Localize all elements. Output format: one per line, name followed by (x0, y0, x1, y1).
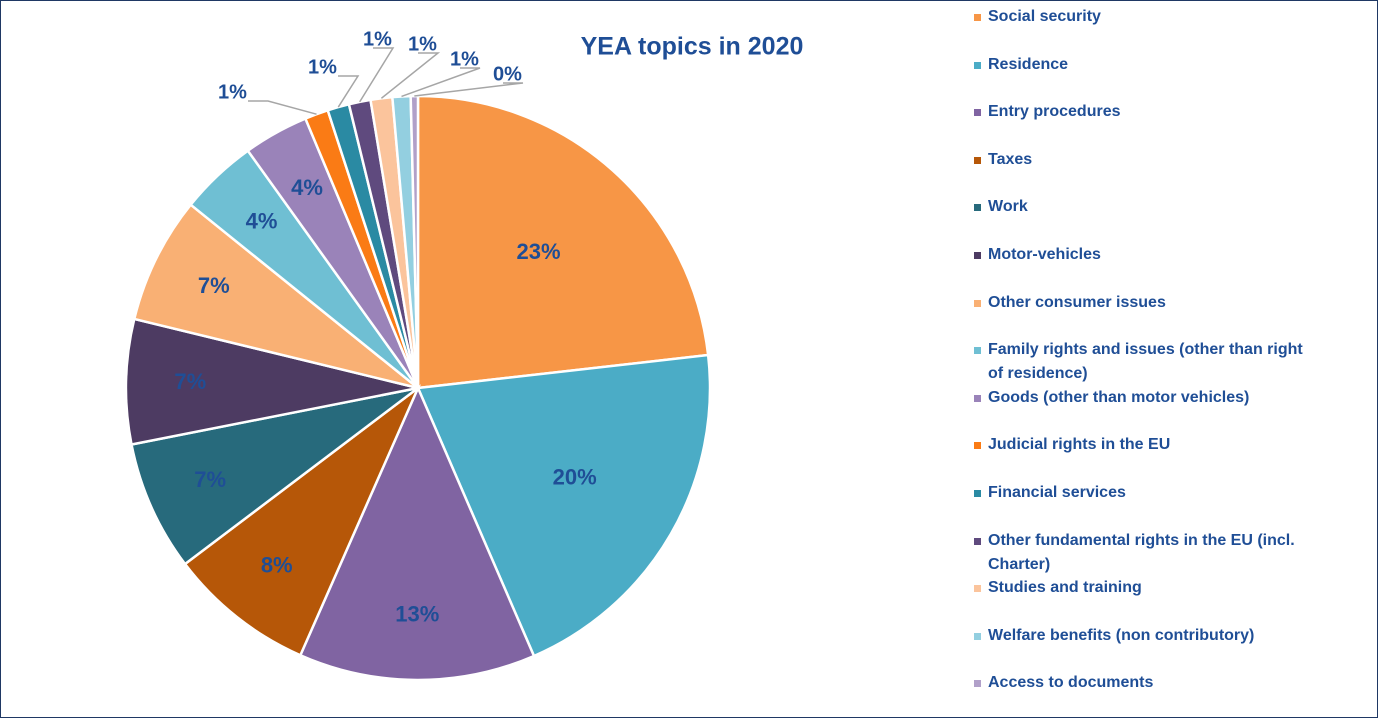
legend-item: Motor-vehicles (974, 243, 1319, 267)
legend-swatch (974, 204, 981, 212)
legend-item: Welfare benefits (non contributory) (974, 624, 1319, 648)
legend-label: Access to documents (988, 674, 1154, 692)
legend-swatch (974, 632, 981, 640)
pie-slice (183, 384, 422, 657)
data-label: 4% (291, 175, 323, 200)
legend-item: Family rights and issues (other than rig… (974, 338, 1319, 386)
legend-swatch (974, 252, 981, 259)
data-label: 7% (198, 273, 230, 298)
data-label: 7% (174, 369, 206, 394)
legend-label: Other fundamental rights in the EU (incl… (988, 531, 1295, 573)
legend-item: Goods (other than motor vehicles) (974, 386, 1319, 410)
data-label: 13% (395, 602, 439, 627)
legend-swatch (974, 61, 981, 69)
leader-line (414, 82, 524, 97)
legend-item: Social security (974, 5, 1319, 29)
data-label: 20% (553, 464, 597, 489)
legend-label: Motor-vehicles (988, 246, 1101, 263)
leader-line (337, 75, 360, 108)
legend-swatch (974, 109, 981, 117)
legend-item: Studies and training (974, 576, 1319, 600)
legend-swatch (974, 537, 981, 545)
legend-item: Other fundamental rights in the EU (incl… (974, 529, 1319, 577)
pie-slice (124, 317, 419, 446)
pie-slice (132, 202, 419, 390)
data-label: 23% (517, 239, 561, 264)
legend-label: Residence (988, 55, 1069, 73)
legend-item: Work (974, 195, 1319, 219)
legend-label: Financial services (988, 484, 1126, 501)
pie-slice (298, 384, 536, 682)
legend-item: Judicial rights in the EU (974, 433, 1319, 457)
legend-label: Judicial rights in the EU (988, 436, 1171, 454)
legend-item: Financial services (974, 481, 1319, 505)
legend-label: Taxes (988, 150, 1033, 168)
legend-swatch (974, 347, 981, 355)
legend-label: Other consumer issues (988, 293, 1166, 311)
legend-item: Other consumer issues (974, 291, 1319, 315)
legend-label: Entry procedures (988, 103, 1121, 121)
data-label: 7% (194, 467, 226, 492)
legend-swatch (974, 299, 981, 307)
pie-slice (416, 94, 710, 390)
legend-label: Work (988, 198, 1028, 216)
legend-label: Family rights and issues (other than rig… (988, 341, 1303, 383)
legend-item: Entry procedures (974, 100, 1319, 124)
pie-slice (416, 353, 712, 658)
legend-item: Residence (974, 53, 1319, 77)
legend-label: Social security (988, 8, 1101, 25)
chart-title: YEA topics in 2020 (581, 33, 804, 61)
leader-line (401, 67, 481, 98)
legend-label: Welfare benefits (non contributory) (988, 626, 1255, 644)
data-label: 8% (261, 552, 293, 577)
leader-line (248, 100, 317, 115)
legend-item: Taxes (974, 148, 1319, 172)
data-label: 1% (308, 56, 337, 78)
leader-line (359, 47, 395, 103)
legend-item: Access to documents (974, 671, 1319, 695)
legend-swatch (974, 14, 981, 21)
data-label: 0% (493, 63, 522, 85)
legend-label: Studies and training (988, 579, 1142, 597)
leader-line (380, 52, 441, 99)
legend-swatch (974, 156, 981, 164)
data-label: 4% (246, 208, 278, 233)
legend-label: Goods (other than motor vehicles) (988, 388, 1250, 406)
data-label: 1% (218, 81, 247, 103)
data-label: 1% (408, 33, 437, 55)
legend-swatch (974, 490, 981, 497)
legend-swatch (974, 394, 981, 402)
legend-swatch (974, 680, 981, 688)
legend-swatch (974, 442, 981, 450)
data-label: 1% (363, 28, 392, 50)
pie-slice (130, 386, 419, 566)
data-label: 1% (450, 48, 479, 70)
legend-swatch (974, 585, 981, 593)
